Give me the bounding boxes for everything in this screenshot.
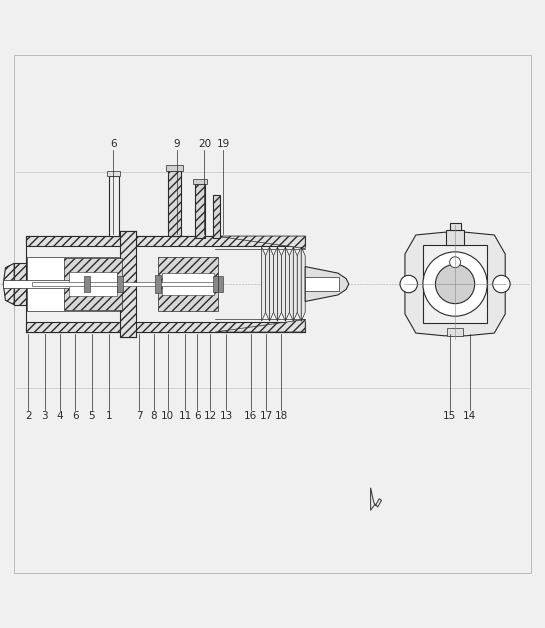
- Polygon shape: [262, 247, 265, 321]
- Text: 6: 6: [110, 139, 117, 149]
- Polygon shape: [265, 247, 270, 321]
- Circle shape: [435, 264, 475, 304]
- Text: 14: 14: [463, 411, 476, 421]
- Bar: [26, 236, 305, 246]
- Polygon shape: [281, 247, 286, 321]
- Text: 9: 9: [174, 139, 180, 149]
- Bar: [109, 176, 119, 236]
- Bar: [423, 245, 487, 323]
- Polygon shape: [3, 263, 14, 305]
- Polygon shape: [215, 236, 305, 249]
- Text: 2: 2: [25, 411, 32, 421]
- Text: 15: 15: [443, 411, 456, 421]
- Text: 12: 12: [204, 411, 217, 421]
- Bar: [195, 184, 205, 238]
- Bar: [447, 328, 463, 336]
- Bar: [26, 322, 305, 332]
- Text: 20: 20: [198, 139, 211, 149]
- Bar: [14, 263, 26, 305]
- Bar: [117, 276, 123, 292]
- Bar: [158, 257, 218, 311]
- Polygon shape: [297, 247, 301, 321]
- Polygon shape: [270, 247, 274, 321]
- Polygon shape: [277, 247, 281, 321]
- Bar: [213, 276, 218, 292]
- Circle shape: [423, 252, 487, 317]
- Bar: [120, 230, 136, 337]
- Bar: [218, 276, 223, 292]
- Text: 3: 3: [41, 411, 48, 421]
- Bar: [166, 165, 183, 171]
- Bar: [27, 257, 136, 311]
- Text: 7: 7: [136, 411, 142, 421]
- Polygon shape: [305, 266, 349, 301]
- Text: 11: 11: [179, 411, 192, 421]
- Bar: [155, 275, 161, 293]
- Bar: [193, 179, 207, 184]
- Bar: [84, 276, 90, 292]
- Polygon shape: [289, 247, 293, 321]
- Polygon shape: [301, 247, 305, 321]
- Circle shape: [400, 275, 417, 293]
- Polygon shape: [405, 232, 505, 336]
- Text: 5: 5: [88, 411, 95, 421]
- Bar: [3, 280, 75, 288]
- Bar: [107, 171, 120, 176]
- Text: 4: 4: [57, 411, 63, 421]
- Bar: [213, 195, 220, 238]
- Text: 19: 19: [217, 139, 230, 149]
- Polygon shape: [274, 247, 277, 321]
- Circle shape: [450, 257, 461, 268]
- Bar: [162, 273, 214, 295]
- Text: 1: 1: [106, 411, 112, 421]
- Text: 17: 17: [259, 411, 272, 421]
- Polygon shape: [286, 247, 289, 321]
- Circle shape: [493, 275, 510, 293]
- Text: 6: 6: [72, 411, 78, 421]
- Bar: [69, 272, 117, 296]
- Text: 13: 13: [220, 411, 233, 421]
- Text: 18: 18: [275, 411, 288, 421]
- Text: 6: 6: [194, 411, 201, 421]
- Text: 10: 10: [161, 411, 174, 421]
- Bar: [32, 283, 222, 286]
- Bar: [305, 278, 339, 291]
- Text: 8: 8: [150, 411, 157, 421]
- Bar: [450, 223, 461, 229]
- Text: 16: 16: [244, 411, 257, 421]
- Bar: [446, 229, 464, 245]
- Bar: [168, 171, 181, 236]
- Bar: [64, 258, 122, 310]
- Polygon shape: [293, 247, 297, 321]
- Polygon shape: [215, 320, 305, 332]
